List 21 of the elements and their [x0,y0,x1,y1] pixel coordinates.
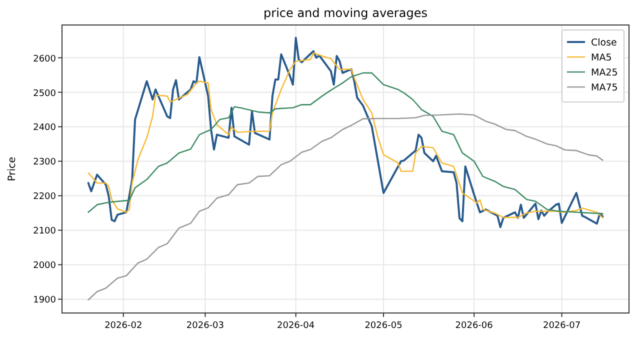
x-tick-label: 2026-06 [455,321,494,331]
y-tick-label: 2500 [33,88,56,99]
legend-label: MA25 [591,68,618,78]
y-tick-label: 2600 [33,54,56,64]
legend-label: MA5 [591,52,612,64]
legend-label: Close [591,38,618,48]
legend-label: MA75 [591,82,618,94]
y-tick-label: 2000 [33,261,56,272]
y-tick-label: 2100 [33,226,56,237]
x-tick-label: 2026-03 [186,321,224,331]
y-tick-label: 2400 [33,123,56,134]
x-tick-label: 2026-07 [542,321,581,331]
x-tick-label: 2026-05 [364,321,402,331]
chart-title: price and moving averages [264,6,428,20]
y-tick-label: 1900 [33,296,56,306]
y-tick-label: 2300 [33,158,56,168]
y-tick-label: 2200 [33,192,56,202]
x-tick-label: 2026-04 [277,321,315,331]
line-series [88,113,604,301]
x-tick-label: 2026-02 [104,321,142,331]
y-axis-title: Price [7,156,18,182]
